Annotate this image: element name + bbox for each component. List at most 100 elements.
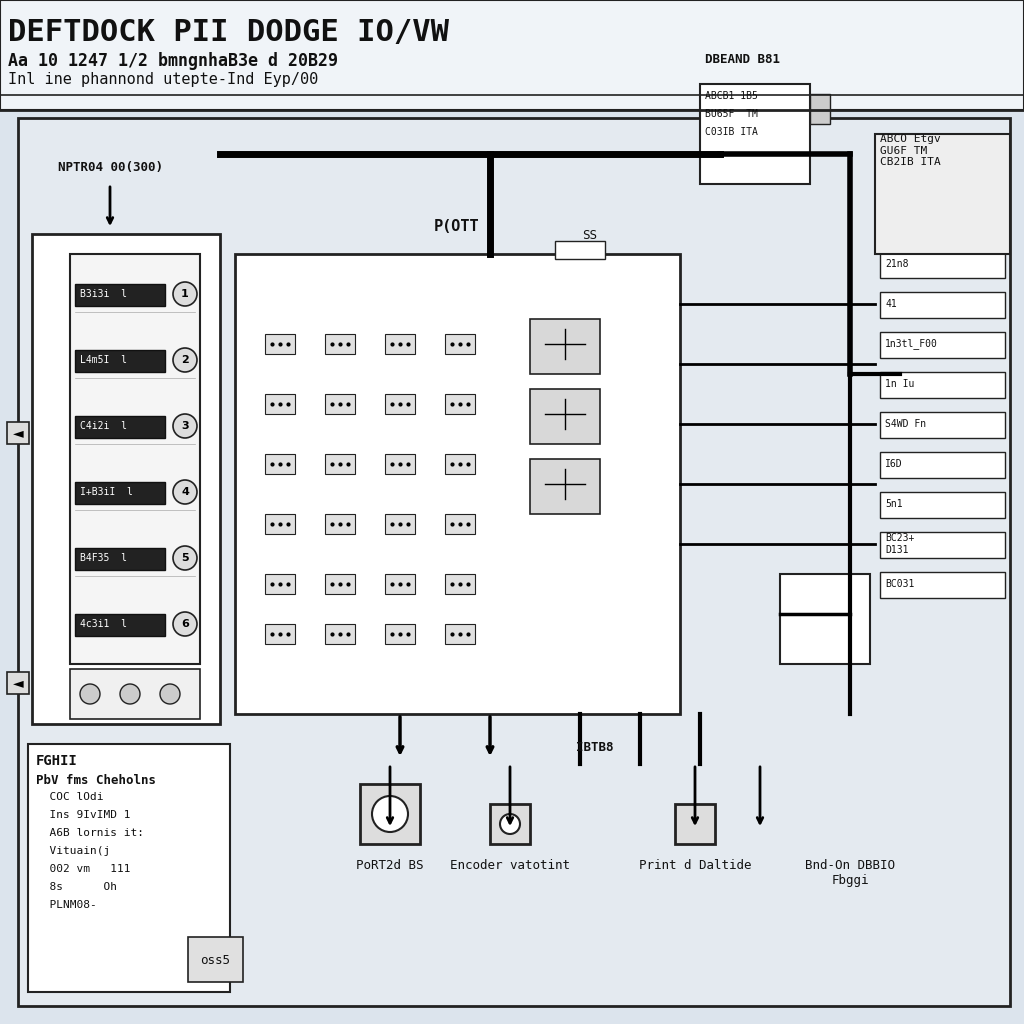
Bar (530, 459, 600, 514)
Bar (385, 574, 415, 594)
Text: BU65F  TM: BU65F TM (705, 109, 758, 119)
Bar (445, 574, 475, 594)
Bar (75, 284, 165, 306)
Bar (555, 241, 605, 259)
Text: 2: 2 (181, 355, 188, 365)
Text: ◄: ◄ (12, 426, 24, 440)
Circle shape (173, 414, 197, 438)
Bar (530, 319, 600, 374)
Circle shape (173, 612, 197, 636)
Text: B4F35  l: B4F35 l (80, 553, 127, 563)
Text: Ins 9IvIMD 1: Ins 9IvIMD 1 (36, 810, 130, 820)
Bar (880, 252, 1005, 278)
Bar (385, 624, 415, 644)
Bar (700, 84, 810, 184)
Text: A6B lornis it:: A6B lornis it: (36, 828, 144, 838)
Text: IBTB8: IBTB8 (577, 741, 613, 754)
Bar (325, 454, 355, 474)
Bar (874, 134, 1010, 254)
Bar (880, 572, 1005, 598)
Circle shape (120, 684, 140, 705)
Text: B3i3i  l: B3i3i l (80, 289, 127, 299)
Bar (70, 669, 200, 719)
Bar (325, 514, 355, 534)
Text: 1n3tl_F00: 1n3tl_F00 (885, 339, 938, 349)
Bar (325, 624, 355, 644)
Text: ABCB1 1B5: ABCB1 1B5 (705, 91, 758, 101)
Bar (880, 292, 1005, 318)
Circle shape (160, 684, 180, 705)
Bar (780, 574, 870, 664)
Text: COC lOdi: COC lOdi (36, 792, 103, 802)
Bar (530, 389, 600, 444)
Bar (188, 937, 243, 982)
Circle shape (173, 546, 197, 570)
Text: Vituain(j: Vituain(j (36, 846, 111, 856)
Text: SS: SS (583, 229, 597, 242)
Bar (325, 574, 355, 594)
Bar (880, 532, 1005, 558)
Bar (7, 422, 29, 444)
Text: 1: 1 (181, 289, 188, 299)
Bar (75, 350, 165, 372)
Text: oss5: oss5 (200, 953, 230, 967)
Text: 1n Iu: 1n Iu (885, 379, 914, 389)
Bar (385, 394, 415, 414)
Bar (265, 394, 295, 414)
Bar (75, 416, 165, 438)
Text: Inl ine phannond utepte-Ind Eyp/00: Inl ine phannond utepte-Ind Eyp/00 (8, 72, 318, 87)
Bar (675, 804, 715, 844)
Text: 002 vm   111: 002 vm 111 (36, 864, 130, 874)
Text: 41: 41 (885, 299, 897, 309)
Bar (385, 454, 415, 474)
Bar (75, 482, 165, 504)
Text: S4WD Fn: S4WD Fn (885, 419, 926, 429)
Text: 5n1: 5n1 (885, 499, 902, 509)
Bar (234, 254, 680, 714)
Bar (445, 394, 475, 414)
Bar (265, 624, 295, 644)
Circle shape (173, 348, 197, 372)
Bar (75, 614, 165, 636)
Text: I6D: I6D (885, 459, 902, 469)
Bar (810, 94, 830, 124)
Text: 4: 4 (181, 487, 189, 497)
Text: Print d Daltide: Print d Daltide (639, 859, 752, 872)
Text: Bnd-On DBBIO
Fbggi: Bnd-On DBBIO Fbggi (805, 859, 895, 887)
Text: Encoder vatotint: Encoder vatotint (450, 859, 570, 872)
Text: ABCO Etgv
GU6F TM
CB2IB ITA: ABCO Etgv GU6F TM CB2IB ITA (880, 134, 941, 167)
Bar (880, 372, 1005, 398)
Circle shape (173, 480, 197, 504)
Bar (325, 334, 355, 354)
Text: PLNM08-: PLNM08- (36, 900, 96, 910)
Bar (490, 804, 530, 844)
Text: 8s      Oh: 8s Oh (36, 882, 117, 892)
Bar (360, 784, 420, 844)
Text: 21n8: 21n8 (885, 259, 908, 269)
Text: DBEAND B81: DBEAND B81 (705, 53, 780, 66)
Text: L4m5I  l: L4m5I l (80, 355, 127, 365)
Bar (445, 624, 475, 644)
Text: BC031: BC031 (885, 579, 914, 589)
Bar (28, 744, 230, 992)
Text: 4c3i1  l: 4c3i1 l (80, 618, 127, 629)
Bar (0, 0, 1024, 110)
Bar (880, 452, 1005, 478)
Circle shape (372, 796, 408, 831)
Circle shape (80, 684, 100, 705)
Bar (75, 548, 165, 570)
Text: P(OTT: P(OTT (434, 219, 480, 234)
Text: PoRT2d BS: PoRT2d BS (356, 859, 424, 872)
Bar (445, 334, 475, 354)
Text: FGHII: FGHII (36, 754, 78, 768)
Circle shape (500, 814, 520, 834)
Text: NPTR04 00(300): NPTR04 00(300) (57, 161, 163, 174)
Bar (265, 514, 295, 534)
Bar (70, 254, 200, 664)
Text: ◄: ◄ (12, 676, 24, 690)
Text: C03IB ITA: C03IB ITA (705, 127, 758, 137)
Bar (265, 334, 295, 354)
Bar (325, 394, 355, 414)
Bar (445, 514, 475, 534)
Text: C4i2i  l: C4i2i l (80, 421, 127, 431)
